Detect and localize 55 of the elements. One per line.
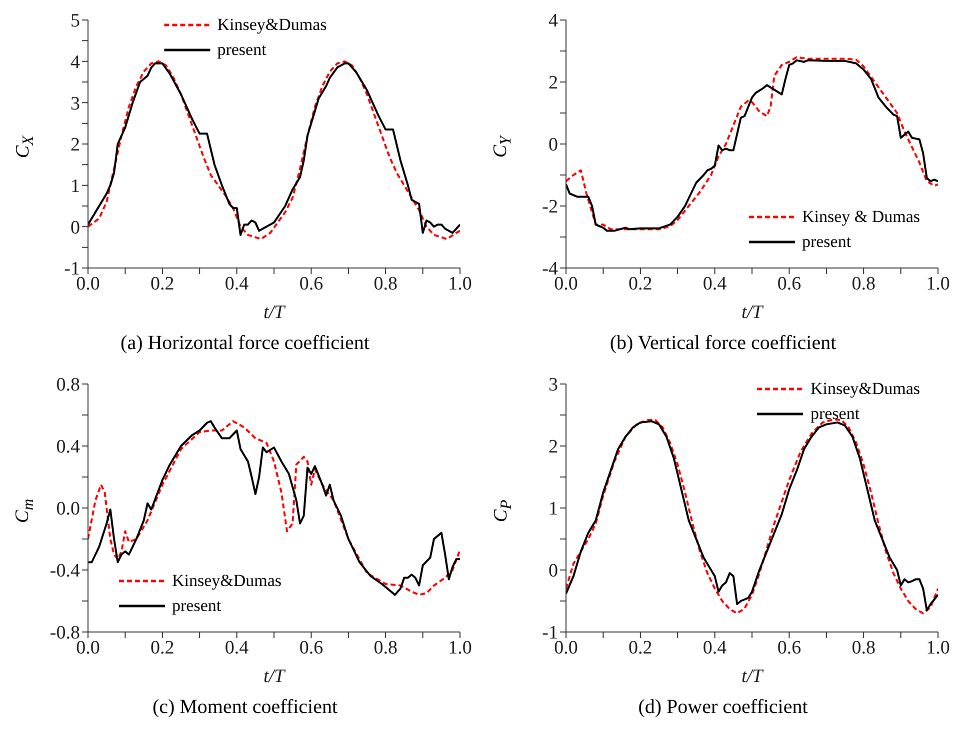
x-tick-label: 0.8 bbox=[852, 637, 876, 658]
x-axis-title: t/T bbox=[263, 666, 286, 687]
legend-label: Kinsey&Dumas bbox=[172, 570, 282, 590]
x-tick-label: 0.4 bbox=[702, 637, 728, 658]
legend-label: present bbox=[172, 596, 222, 616]
line-series bbox=[88, 420, 460, 596]
legend-label: Kinsey & Dumas bbox=[802, 206, 920, 226]
y-tick-label: 4 bbox=[70, 52, 80, 74]
legend-label: present bbox=[810, 404, 860, 424]
y-tick-label: 0.0 bbox=[56, 498, 80, 520]
y-tick-label: -0.4 bbox=[50, 560, 80, 582]
legend-label: present bbox=[802, 232, 852, 252]
legend-label: Kinsey&Dumas bbox=[217, 14, 327, 34]
x-tick-label: 0.6 bbox=[777, 273, 802, 294]
x-tick-label: 1.0 bbox=[926, 637, 950, 658]
x-tick-label: 0.8 bbox=[374, 637, 398, 658]
x-tick-label: 0.2 bbox=[628, 637, 652, 658]
x-tick-label: 1.0 bbox=[926, 273, 950, 294]
x-tick-label: 0.6 bbox=[299, 637, 324, 658]
x-axis-title: t/T bbox=[263, 302, 286, 323]
x-axis-title: t/T bbox=[741, 302, 764, 323]
y-tick-label: 0 bbox=[548, 134, 558, 156]
text: (d) Power coefficient bbox=[637, 696, 809, 719]
y-tick-label: 0.8 bbox=[56, 374, 80, 396]
y-tick-label: 1 bbox=[548, 498, 558, 520]
x-tick-label: 0.2 bbox=[150, 637, 174, 658]
x-tick-label: 0.8 bbox=[374, 273, 398, 294]
x-tick-label: 0.8 bbox=[852, 273, 876, 294]
y-tick-label: 3 bbox=[70, 93, 80, 114]
x-axis-title: t/T bbox=[741, 666, 764, 687]
x-tick-label: 0.2 bbox=[628, 273, 652, 294]
y-tick-label: 5 bbox=[70, 10, 80, 32]
legend-label: present bbox=[217, 40, 266, 60]
text: (b) Vertical force coefficient bbox=[608, 332, 838, 355]
x-tick-label: 0.6 bbox=[777, 637, 802, 658]
y-tick-label: 0 bbox=[548, 560, 558, 582]
y-tick-label: 4 bbox=[548, 10, 558, 32]
x-tick-label: 1.0 bbox=[448, 637, 472, 658]
legend-label: Kinsey&Dumas bbox=[810, 378, 920, 398]
x-tick-label: 0.4 bbox=[224, 273, 250, 294]
text: (c) Moment coefficient bbox=[151, 696, 339, 719]
y-tick-label: 0.4 bbox=[56, 436, 80, 458]
x-tick-label: 0.6 bbox=[299, 273, 324, 294]
y-tick-label: 0 bbox=[70, 217, 80, 238]
y-tick-label: 1 bbox=[70, 176, 80, 198]
x-tick-label: 0.4 bbox=[702, 273, 728, 294]
y-tick-label: 2 bbox=[70, 134, 80, 156]
text: (a) Horizontal force coefficient bbox=[120, 332, 370, 355]
y-tick-label: 2 bbox=[548, 72, 558, 94]
y-tick-label: -2 bbox=[542, 196, 558, 218]
y-tick-label: 2 bbox=[548, 436, 558, 458]
y-tick-label: 3 bbox=[548, 374, 558, 396]
x-tick-label: 1.0 bbox=[448, 273, 472, 294]
x-tick-label: 0.4 bbox=[224, 637, 250, 658]
x-tick-label: 0.2 bbox=[150, 273, 174, 294]
